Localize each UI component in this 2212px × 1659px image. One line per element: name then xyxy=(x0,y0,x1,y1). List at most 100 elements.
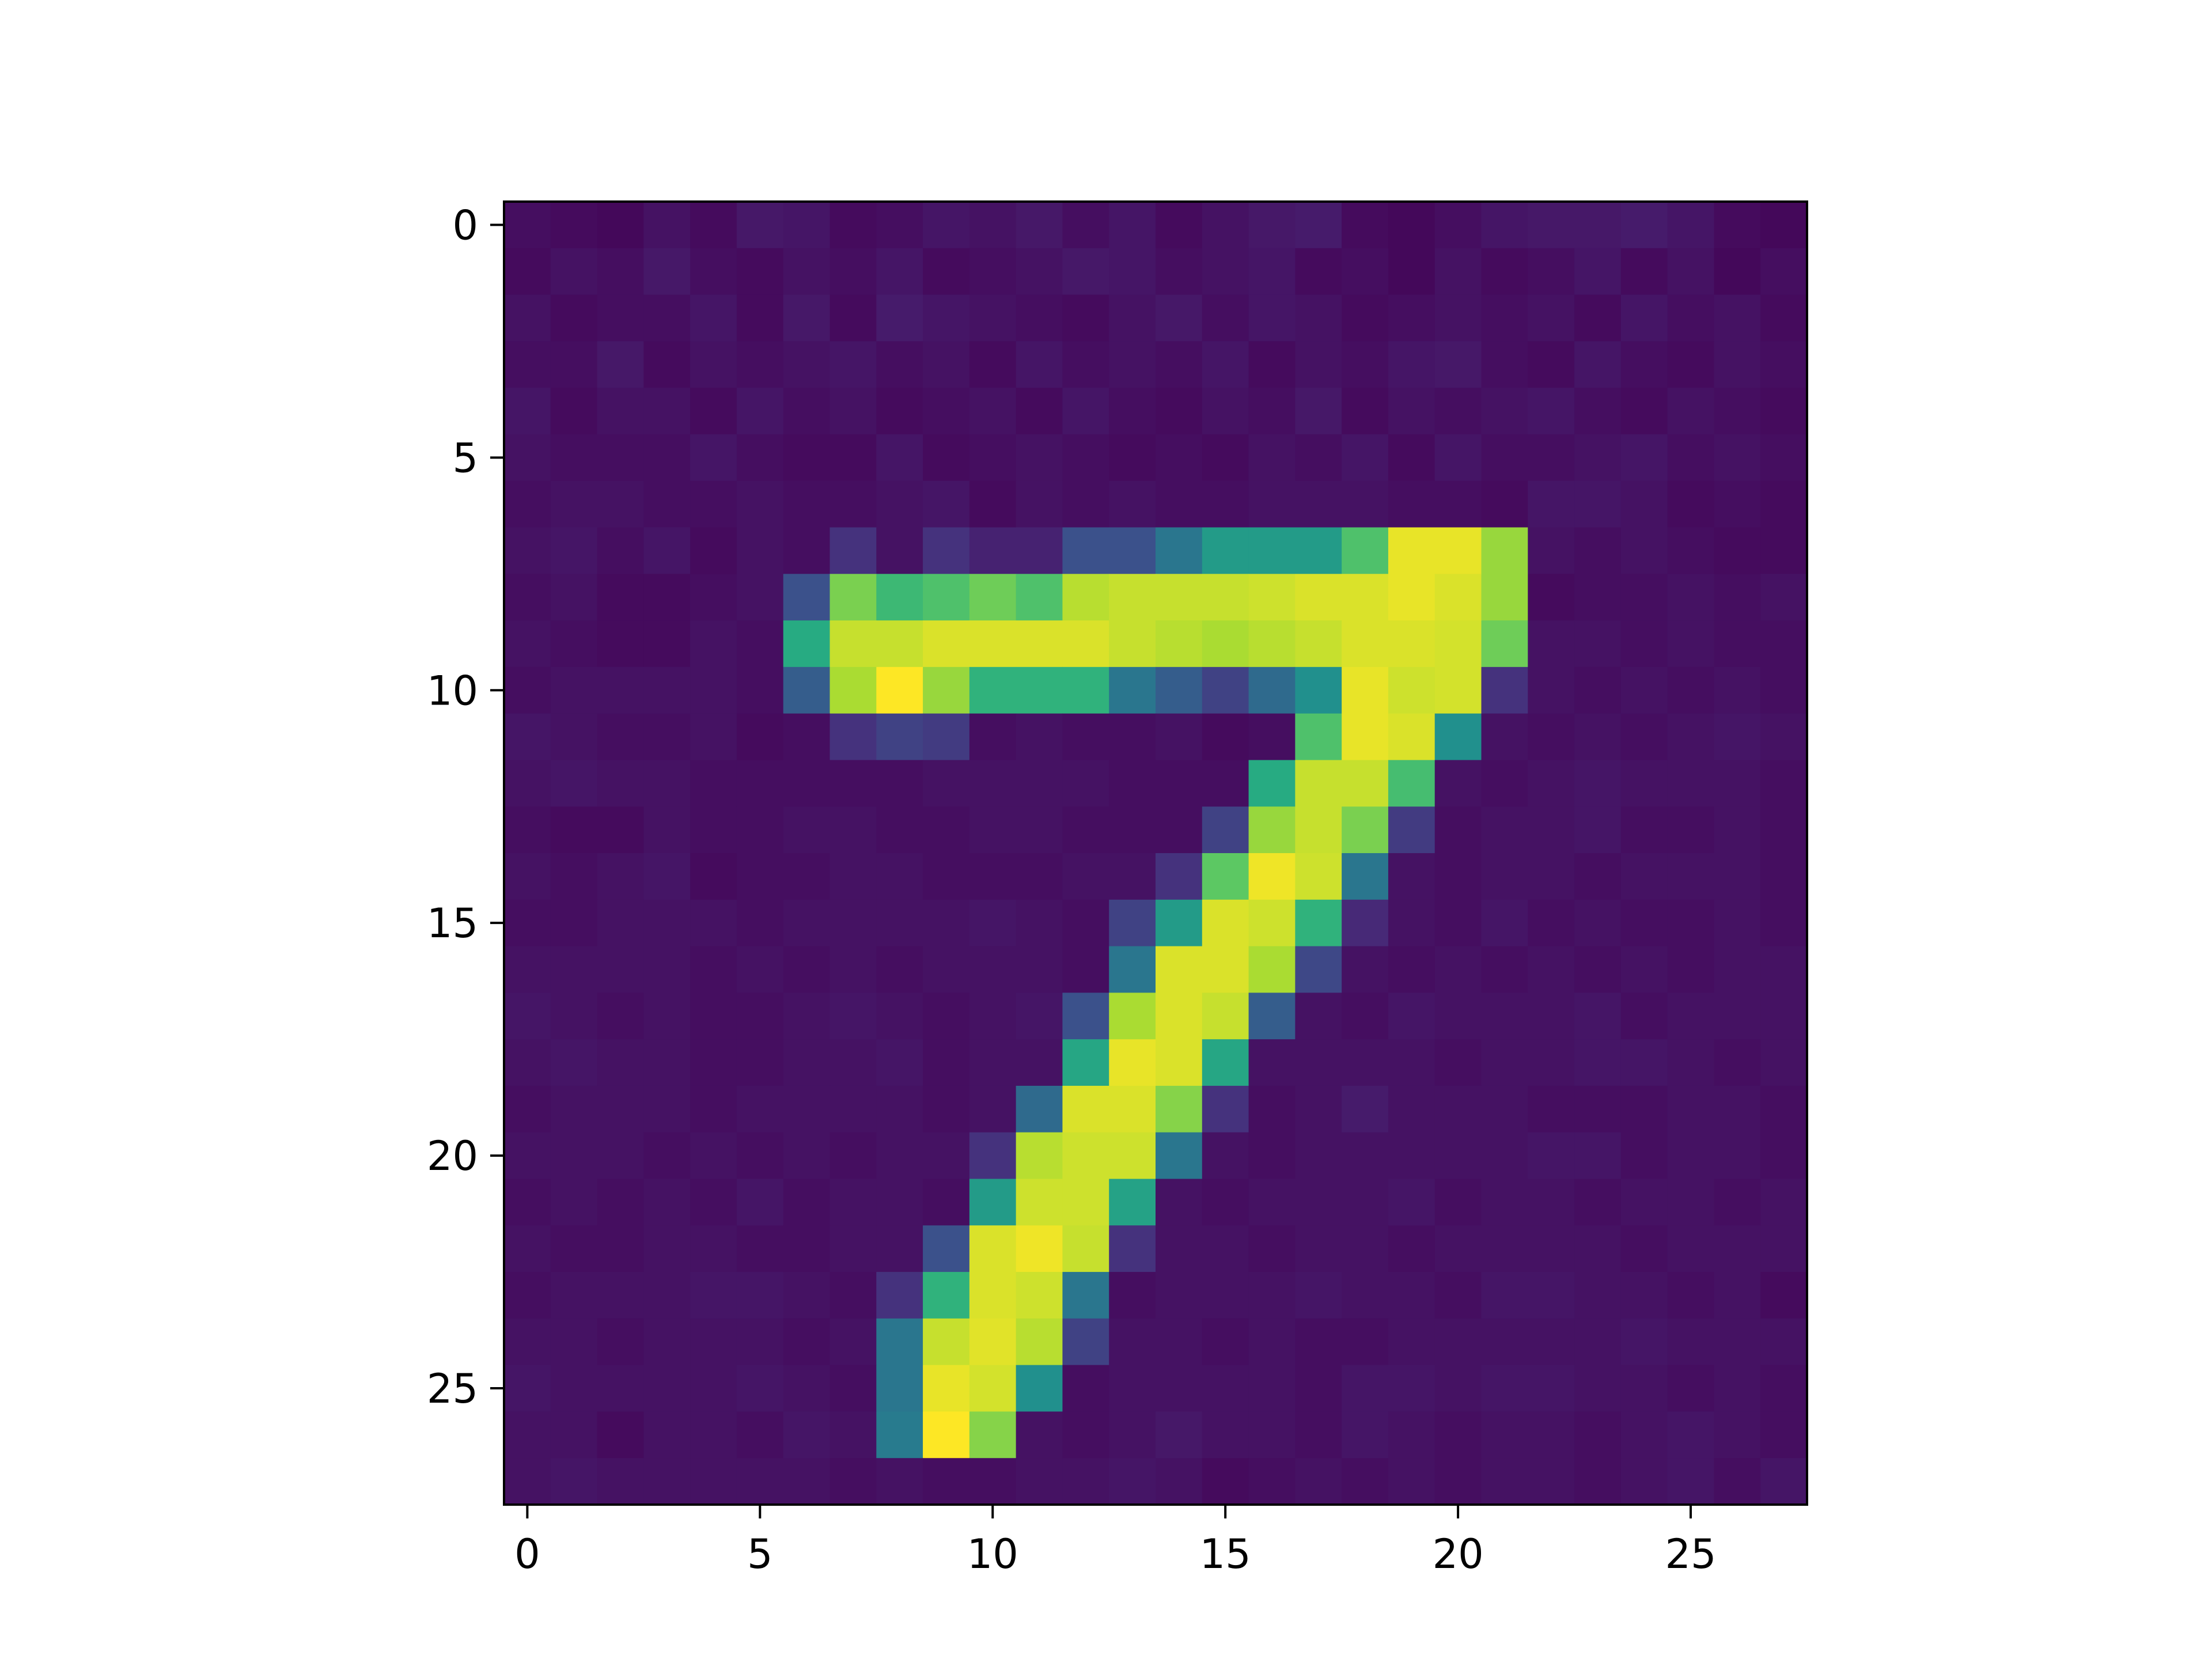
heatmap-cell xyxy=(550,853,598,900)
heatmap-cell xyxy=(643,434,691,482)
heatmap-cell xyxy=(830,760,877,807)
heatmap-cell xyxy=(1109,294,1156,342)
heatmap-cell xyxy=(736,1411,784,1459)
heatmap-cell xyxy=(550,1272,598,1319)
heatmap-cell xyxy=(1156,574,1203,621)
heatmap-cell xyxy=(1016,388,1063,435)
heatmap-cell xyxy=(830,1132,877,1180)
heatmap-cell xyxy=(1620,434,1668,482)
heatmap-cell xyxy=(1248,993,1296,1040)
heatmap-cell xyxy=(597,946,644,993)
heatmap-cell xyxy=(1667,202,1715,249)
heatmap-cell xyxy=(830,1365,877,1412)
heatmap-cell xyxy=(550,993,598,1040)
heatmap-cell xyxy=(1434,713,1482,761)
heatmap-cell xyxy=(1388,527,1435,574)
heatmap-cell xyxy=(1574,341,1622,388)
heatmap-cell xyxy=(1388,1272,1435,1319)
heatmap-cell xyxy=(830,899,877,947)
heatmap-cell xyxy=(1156,1039,1203,1086)
heatmap-cell xyxy=(1760,620,1808,668)
heatmap-cell xyxy=(597,527,644,574)
heatmap-cell xyxy=(504,1365,551,1412)
heatmap-cell xyxy=(1109,1039,1156,1086)
heatmap-cell xyxy=(1248,1225,1296,1272)
heatmap-cell xyxy=(597,480,644,528)
heatmap-cell xyxy=(1202,1132,1249,1180)
heatmap-cell xyxy=(1434,1179,1482,1226)
heatmap-cell xyxy=(1342,527,1389,574)
heatmap-cell xyxy=(969,1225,1017,1272)
heatmap-cell xyxy=(1528,294,1575,342)
heatmap-cell xyxy=(504,480,551,528)
heatmap-cell xyxy=(1667,1458,1715,1505)
heatmap-cell xyxy=(1434,1272,1482,1319)
heatmap-cell xyxy=(1295,294,1342,342)
heatmap-cell xyxy=(1714,1365,1761,1412)
heatmap-cell xyxy=(1388,993,1435,1040)
heatmap-cell xyxy=(1388,1085,1435,1133)
heatmap-cell xyxy=(1248,899,1296,947)
heatmap-cell xyxy=(597,388,644,435)
heatmap-cell xyxy=(736,620,784,668)
heatmap-cell xyxy=(1434,527,1482,574)
heatmap-cell xyxy=(1016,202,1063,249)
heatmap-cell xyxy=(923,760,970,807)
heatmap-cell xyxy=(1760,946,1808,993)
heatmap-cell xyxy=(643,1318,691,1366)
heatmap-cell xyxy=(504,574,551,621)
heatmap-cell xyxy=(690,1132,737,1180)
heatmap-cell xyxy=(1388,341,1435,388)
heatmap-cell xyxy=(1062,1411,1109,1459)
heatmap-cell xyxy=(876,993,923,1040)
heatmap-cell xyxy=(1202,1085,1249,1133)
heatmap-cell xyxy=(830,853,877,900)
heatmap-cell xyxy=(1481,853,1528,900)
heatmap-cell xyxy=(876,388,923,435)
heatmap-cell xyxy=(643,294,691,342)
heatmap-cell xyxy=(1342,574,1389,621)
heatmap-cell xyxy=(1016,248,1063,296)
heatmap-cell xyxy=(550,480,598,528)
heatmap-cell xyxy=(1156,806,1203,854)
heatmap-cell xyxy=(597,899,644,947)
heatmap-cell xyxy=(1109,853,1156,900)
heatmap-cell xyxy=(1342,1365,1389,1412)
heatmap-cell xyxy=(969,1365,1017,1412)
heatmap-cell xyxy=(690,806,737,854)
heatmap-cell xyxy=(690,202,737,249)
heatmap-cell xyxy=(1434,341,1482,388)
heatmap-cell xyxy=(643,853,691,900)
heatmap-cell xyxy=(1062,341,1109,388)
heatmap-cell xyxy=(1342,993,1389,1040)
heatmap-cell xyxy=(876,806,923,854)
heatmap-cell xyxy=(1620,480,1668,528)
heatmap-cell xyxy=(1156,480,1203,528)
heatmap-cell xyxy=(1109,1318,1156,1366)
heatmap-cell xyxy=(876,1132,923,1180)
heatmap-cell xyxy=(1109,1132,1156,1180)
heatmap-cell xyxy=(1109,202,1156,249)
heatmap-cell xyxy=(1342,853,1389,900)
heatmap-cell xyxy=(550,666,598,714)
heatmap-cell xyxy=(1760,434,1808,482)
axes-frame xyxy=(503,200,1808,1506)
heatmap-cell xyxy=(1620,713,1668,761)
heatmap-cell xyxy=(1388,574,1435,621)
heatmap-cell xyxy=(1295,527,1342,574)
heatmap-cell xyxy=(923,1458,970,1505)
heatmap-cell xyxy=(736,1039,784,1086)
heatmap-cell xyxy=(1342,1272,1389,1319)
heatmap-cell xyxy=(550,202,598,249)
heatmap-cell xyxy=(1016,806,1063,854)
heatmap-cell xyxy=(876,713,923,761)
heatmap-cell xyxy=(923,294,970,342)
heatmap-cell xyxy=(1295,1458,1342,1505)
heatmap-cell xyxy=(1388,806,1435,854)
heatmap-cell xyxy=(1714,1179,1761,1226)
heatmap-cell xyxy=(1574,574,1622,621)
heatmap-cell xyxy=(876,853,923,900)
heatmap-cell xyxy=(1481,1039,1528,1086)
heatmap-cell xyxy=(830,480,877,528)
heatmap-cell xyxy=(1760,1365,1808,1412)
